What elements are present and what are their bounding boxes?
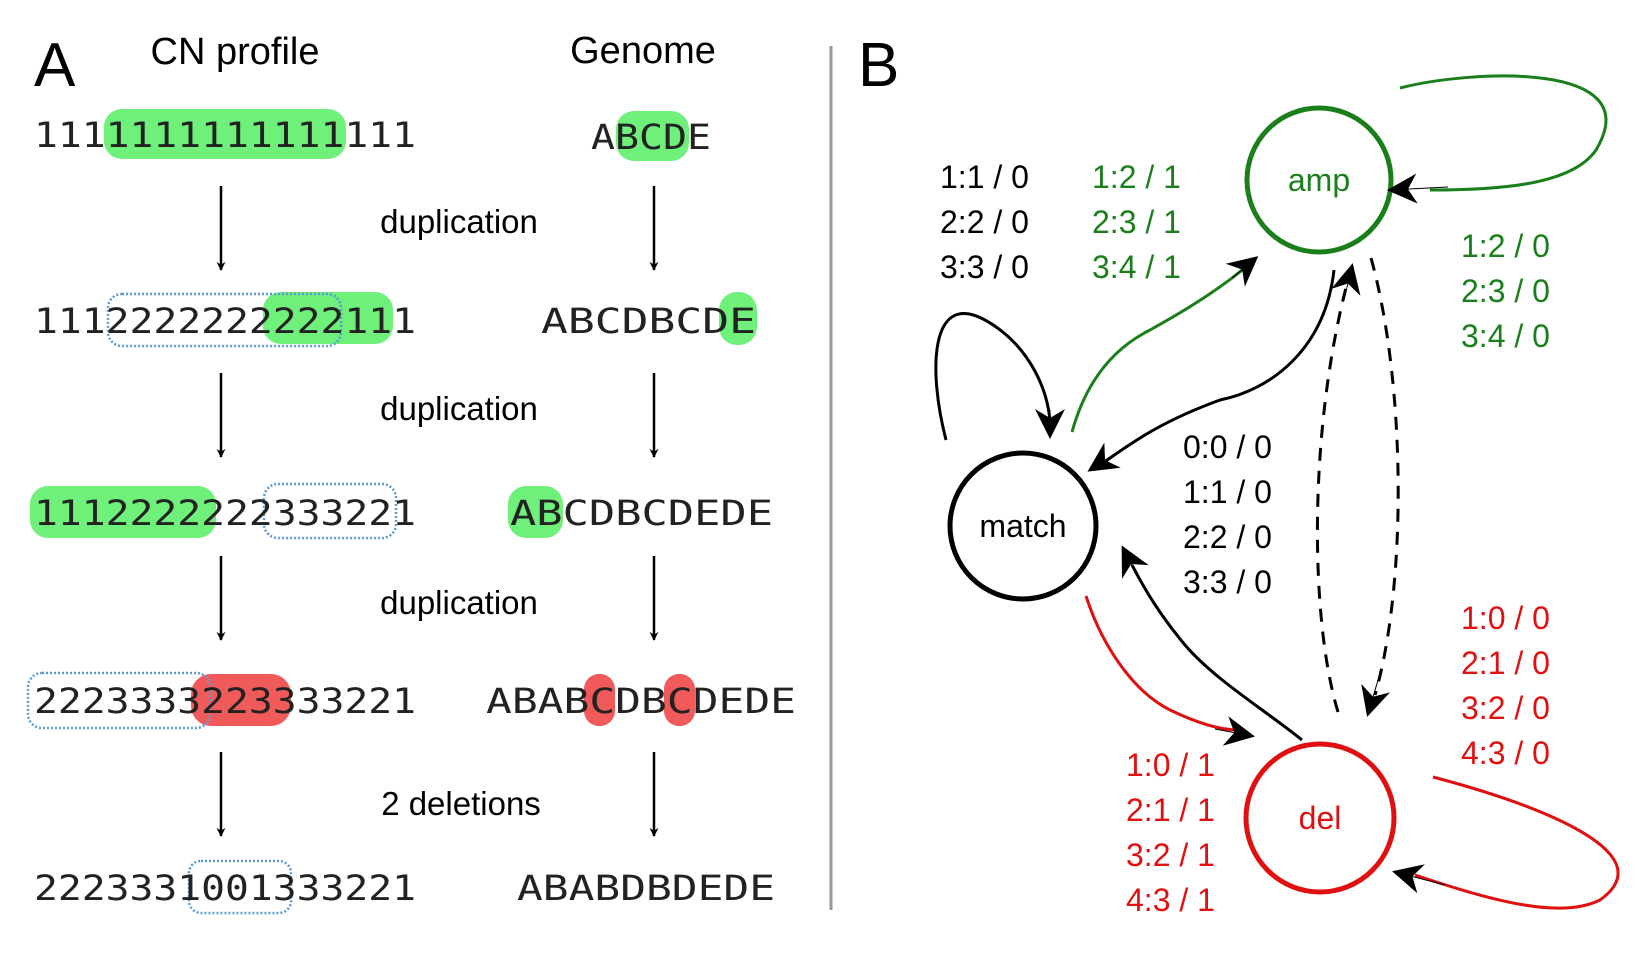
del-to-match-edge (1130, 564, 1303, 742)
edge-label: 0:0 / 0 (1183, 429, 1272, 465)
del-to-amp-arrowhead (1331, 263, 1361, 301)
del-self-arrowhead (1392, 864, 1446, 894)
panel-b-label: B (858, 31, 899, 100)
edge-label: 2:2 / 0 (940, 204, 1029, 240)
edge-label: 2:3 / 1 (1092, 204, 1181, 240)
edge-label: 2:1 / 0 (1461, 645, 1550, 681)
edge-label: 2:1 / 1 (1126, 792, 1215, 828)
panel-a: A CN profile Genome 1111111111111111 111… (26, 30, 796, 915)
cn-profile-row-4: 2223333223333221 (34, 682, 416, 722)
genome-header: Genome (570, 30, 716, 72)
amp-to-match-edge (1102, 269, 1336, 465)
del-node-label: del (1299, 800, 1342, 836)
edge-label: 2:3 / 0 (1461, 273, 1550, 309)
edge-labels: 1:1 / 0 2:2 / 0 3:3 / 0 1:2 / 1 2:3 / 1 … (940, 159, 1550, 918)
match-self-loop (934, 312, 1052, 441)
del-self-loop (1414, 775, 1620, 910)
cn-row3-dup-box (262, 482, 398, 540)
genome-row-4: ABABCDBCDEDE (486, 682, 796, 722)
transition-edges (934, 74, 1620, 910)
match-to-del-edge (1084, 595, 1239, 732)
match-to-amp-arrowhead (1225, 256, 1259, 287)
edge-label: 3:3 / 0 (940, 249, 1029, 285)
cn-profile-row-1: 1111111111111111 (34, 116, 416, 156)
edge-label: 4:3 / 0 (1461, 735, 1550, 771)
match-node (947, 450, 1099, 602)
match-to-del-labels: 1:0 / 1 2:1 / 1 3:2 / 1 4:3 / 1 (1126, 747, 1215, 918)
genome-row-2: ABCDBCDE (541, 302, 756, 342)
genome-row2-amp-highlight (719, 292, 757, 345)
cn-profile-header: CN profile (151, 31, 320, 73)
genome-column: ABCDE ABCDBCDE ABCDBCDEDE ABABCDBCDEDE A… (486, 118, 796, 909)
genome-row-1: ABCDE (591, 118, 711, 158)
cn-profile-row-3: 1112222222333221 (34, 494, 416, 534)
match-to-amp-edge (1070, 260, 1253, 433)
edge-label: 2:2 / 0 (1183, 519, 1272, 555)
amp-node-label: amp (1288, 162, 1350, 198)
amp-to-match-arrowhead (1087, 442, 1126, 472)
edge-label: 1:2 / 0 (1461, 228, 1550, 264)
genome-row3-amp-highlight (508, 486, 563, 538)
match-node-label: match (979, 508, 1066, 544)
genome-row4-del-highlight-1 (584, 674, 615, 726)
edge-label: 4:3 / 1 (1126, 882, 1215, 918)
edge-label: 1:1 / 0 (940, 159, 1029, 195)
step-label-2: duplication (380, 390, 538, 427)
cn-profile-column: 1111111111111111 1112222222222111 111222… (34, 116, 416, 909)
cn-row1-amp-highlight (104, 109, 346, 159)
panel-a-label: A (34, 31, 76, 100)
edge-label: 1:0 / 1 (1126, 747, 1215, 783)
edge-label: 1:1 / 0 (1183, 474, 1272, 510)
highlights (26, 109, 757, 915)
to-match-labels: 0:0 / 0 1:1 / 0 2:2 / 0 3:3 / 0 (1183, 429, 1272, 600)
amp-self-arrowhead (1387, 173, 1449, 204)
cn-row4-dup-box (26, 671, 212, 730)
step-label-3: duplication (380, 584, 538, 621)
del-to-match-arrowhead (1121, 545, 1149, 586)
amp-self-labels: 1:2 / 0 2:3 / 0 3:4 / 0 (1461, 228, 1550, 354)
cn-row3-amp-highlight (30, 486, 216, 538)
genome-row4-del-highlight-2 (664, 674, 695, 726)
del-node (1243, 741, 1397, 895)
match-self-labels: 1:1 / 0 2:2 / 0 3:3 / 0 (940, 159, 1029, 285)
cn-profile-row-2: 1112222222222111 (34, 302, 416, 342)
edge-label: 3:4 / 1 (1092, 249, 1181, 285)
edge-arrowheads (1035, 173, 1449, 894)
amp-to-del-arrowhead (1361, 679, 1391, 717)
del-self-labels: 1:0 / 0 2:1 / 0 3:2 / 0 4:3 / 0 (1461, 600, 1550, 771)
step-labels: duplication duplication duplication 2 de… (380, 203, 541, 822)
match-to-amp-labels: 1:2 / 1 2:3 / 1 3:4 / 1 (1092, 159, 1181, 285)
genome-row-3: ABCDBCDEDE (510, 494, 773, 534)
del-to-amp-dashed-edge (1315, 279, 1350, 713)
amp-to-del-dashed-edge (1369, 257, 1400, 696)
step-arrows (216, 186, 659, 837)
edge-label: 1:0 / 0 (1461, 600, 1550, 636)
edge-label: 3:3 / 0 (1183, 564, 1272, 600)
step-label-4: 2 deletions (381, 785, 541, 822)
panel-b: B amp match del (858, 31, 1620, 918)
step-label-1: duplication (380, 203, 538, 240)
edge-label: 3:2 / 1 (1126, 837, 1215, 873)
edge-label: 1:2 / 1 (1092, 159, 1181, 195)
match-to-del-arrowhead (1214, 716, 1255, 746)
cn-row4-del-highlight (191, 674, 291, 726)
edge-label: 3:2 / 0 (1461, 690, 1550, 726)
edge-label: 3:4 / 0 (1461, 318, 1550, 354)
genome-row-5: ABABDBDEDE (517, 869, 775, 909)
cn-profile-row-5: 2223331001333221 (34, 869, 416, 909)
cn-row2-amp-highlight (263, 292, 393, 344)
amp-self-loop (1399, 74, 1608, 192)
genome-row1-amp-highlight (616, 111, 689, 161)
